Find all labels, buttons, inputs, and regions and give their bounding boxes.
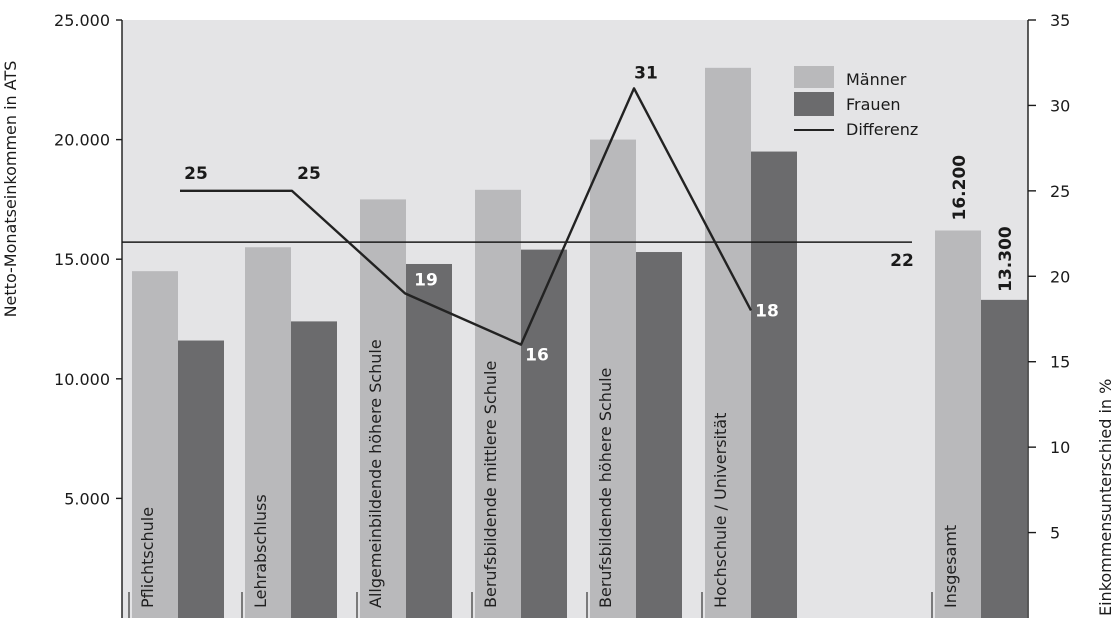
bar-maenner xyxy=(935,230,981,618)
bar-maenner xyxy=(245,247,291,619)
category-label: Pflichtschule xyxy=(138,507,157,608)
left-axis-tick-label: 15.000 xyxy=(54,250,110,269)
difference-label: 16 xyxy=(525,346,549,366)
bar-frauen xyxy=(636,252,682,619)
difference-label: 18 xyxy=(755,301,779,321)
difference-label: 31 xyxy=(634,63,658,83)
right-axis-label: Einkommensunterschied in % xyxy=(1096,379,1115,616)
bar-maenner xyxy=(590,139,636,618)
right-axis-tick-label: 30 xyxy=(1050,96,1070,115)
bar-maenner xyxy=(360,199,406,618)
bar-frauen xyxy=(521,249,567,618)
bar-frauen xyxy=(406,263,452,618)
right-axis-tick-label: 20 xyxy=(1050,267,1070,286)
total-label-frauen: 13.300 xyxy=(996,226,1016,292)
legend-label-maenner: Männer xyxy=(846,70,907,89)
difference-label: 25 xyxy=(184,164,208,184)
category-label: Berufsbildende mittlere Schule xyxy=(481,361,500,608)
reference-line-label: 22 xyxy=(890,251,914,271)
total-label-maenner: 16.200 xyxy=(950,155,970,221)
bar-frauen xyxy=(178,340,224,618)
bar-maenner xyxy=(475,189,521,618)
bar-frauen xyxy=(751,151,797,618)
category-label: Berufsbildende höhere Schule xyxy=(596,368,615,608)
bar-maenner xyxy=(132,271,178,618)
legend-label-differenz: Differenz xyxy=(846,120,918,139)
left-axis-tick-label: 20.000 xyxy=(54,131,110,150)
right-axis-tick-label: 5 xyxy=(1050,524,1060,543)
left-axis-tick-label: 10.000 xyxy=(54,370,110,389)
right-axis-tick-label: 25 xyxy=(1050,182,1070,201)
category-label: Insgesamt xyxy=(941,525,960,608)
legend-swatch-maenner xyxy=(794,66,834,88)
category-label: Hochschule / Universität xyxy=(711,413,730,608)
left-axis-label: Netto-Monatseinkommen in ATS xyxy=(1,61,20,318)
right-axis-tick-label: 35 xyxy=(1050,11,1070,30)
bar-frauen xyxy=(291,321,337,618)
difference-label: 19 xyxy=(414,270,438,290)
category-label: Lehrabschluss xyxy=(251,494,270,608)
category-label: Allgemeinbildende höhere Schule xyxy=(366,339,385,608)
right-axis-tick-label: 15 xyxy=(1050,353,1070,372)
legend-label-frauen: Frauen xyxy=(846,95,901,114)
legend-swatch-frauen xyxy=(794,92,834,116)
left-axis-tick-label: 5.000 xyxy=(64,489,110,508)
difference-label: 25 xyxy=(297,164,321,184)
left-axis-tick-label: 25.000 xyxy=(54,11,110,30)
right-axis-tick-label: 10 xyxy=(1050,438,1070,457)
bar-maenner xyxy=(705,67,751,619)
bar-frauen xyxy=(981,299,1027,618)
difference-line xyxy=(180,87,753,346)
